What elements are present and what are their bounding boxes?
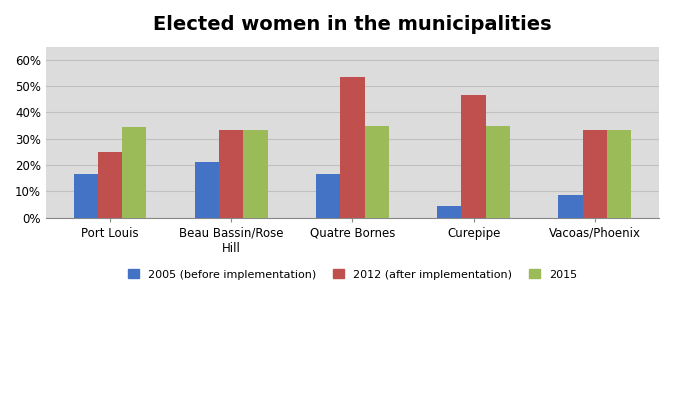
- Bar: [437, 206, 462, 218]
- Bar: [73, 174, 98, 218]
- Bar: [98, 152, 122, 218]
- Bar: [607, 130, 631, 218]
- Bar: [219, 130, 243, 218]
- Bar: [243, 130, 268, 218]
- Bar: [316, 174, 340, 218]
- Bar: [559, 195, 582, 218]
- Bar: [122, 127, 146, 218]
- Bar: [340, 77, 365, 218]
- Bar: [365, 126, 389, 218]
- Bar: [582, 130, 607, 218]
- Title: Elected women in the municipalities: Elected women in the municipalities: [153, 15, 552, 34]
- Bar: [486, 126, 510, 218]
- Bar: [195, 162, 219, 218]
- Bar: [462, 95, 486, 218]
- Legend: 2005 (before implementation), 2012 (after implementation), 2015: 2005 (before implementation), 2012 (afte…: [123, 265, 581, 284]
